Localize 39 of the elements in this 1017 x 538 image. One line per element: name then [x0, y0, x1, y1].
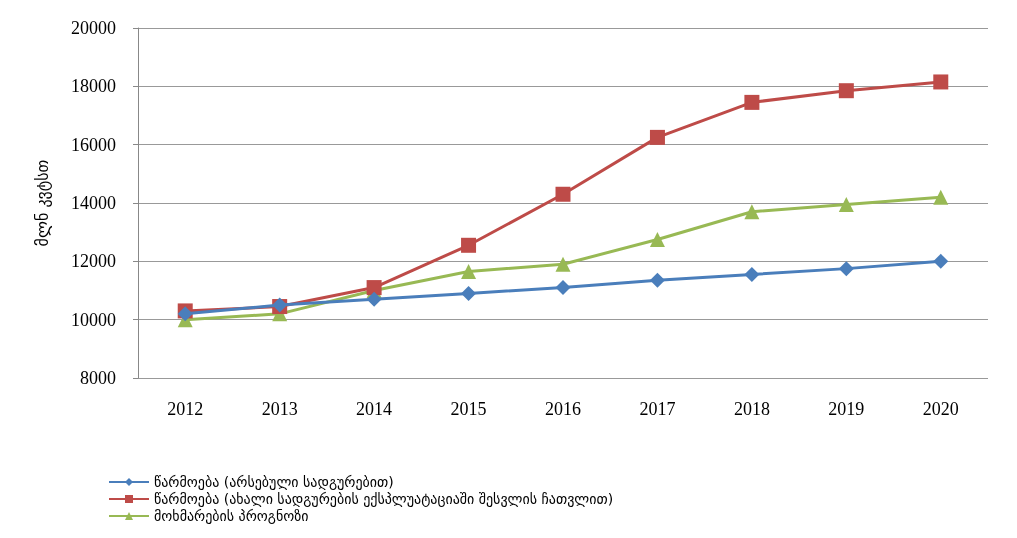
point: [649, 272, 665, 288]
point: [933, 74, 949, 90]
point: [744, 204, 760, 220]
x-tick-label: 2012: [167, 399, 204, 419]
x-tick-label: 2013: [261, 399, 298, 419]
point: [933, 189, 949, 205]
x-tick-label: 2019: [828, 399, 865, 419]
point: [838, 83, 854, 99]
point: [461, 285, 477, 301]
point: [933, 253, 949, 269]
legend-label: წარმოება (არსებული სადგურებით): [154, 474, 394, 490]
point: [461, 237, 477, 253]
y-tick-label: 8000: [80, 368, 116, 388]
point: [649, 129, 665, 145]
y-tick-label: 12000: [71, 251, 116, 272]
point: [555, 256, 571, 272]
x-tick-label: 2015: [450, 399, 487, 419]
x-tick-label: 2014: [356, 399, 393, 419]
point: [555, 186, 571, 202]
legend-label: წარმოება (ახალი სადგურების ექსპლუატაციაში შესვლის ჩათვლით): [154, 491, 614, 507]
point: [461, 264, 477, 280]
y-axis-title: მლნ კვტსთ: [32, 159, 52, 247]
y-tick-label: 20000: [71, 18, 116, 38]
point: [366, 291, 382, 307]
y-tick-label: 10000: [71, 309, 116, 330]
point: [649, 231, 665, 247]
point: [555, 280, 571, 296]
x-tick-label: 2017: [639, 399, 676, 419]
point: [744, 266, 760, 282]
x-tick-label: 2020: [922, 399, 959, 419]
legend-label: მოხმარების პროგნოზი: [154, 508, 309, 524]
x-tick-label: 2018: [733, 399, 770, 419]
point: [838, 261, 854, 277]
y-tick-label: 16000: [71, 134, 116, 155]
point: [838, 196, 854, 212]
y-tick-label: 18000: [71, 76, 116, 97]
point: [744, 94, 760, 110]
x-tick-label: 2016: [545, 399, 581, 419]
y-tick-label: 14000: [71, 193, 116, 213]
